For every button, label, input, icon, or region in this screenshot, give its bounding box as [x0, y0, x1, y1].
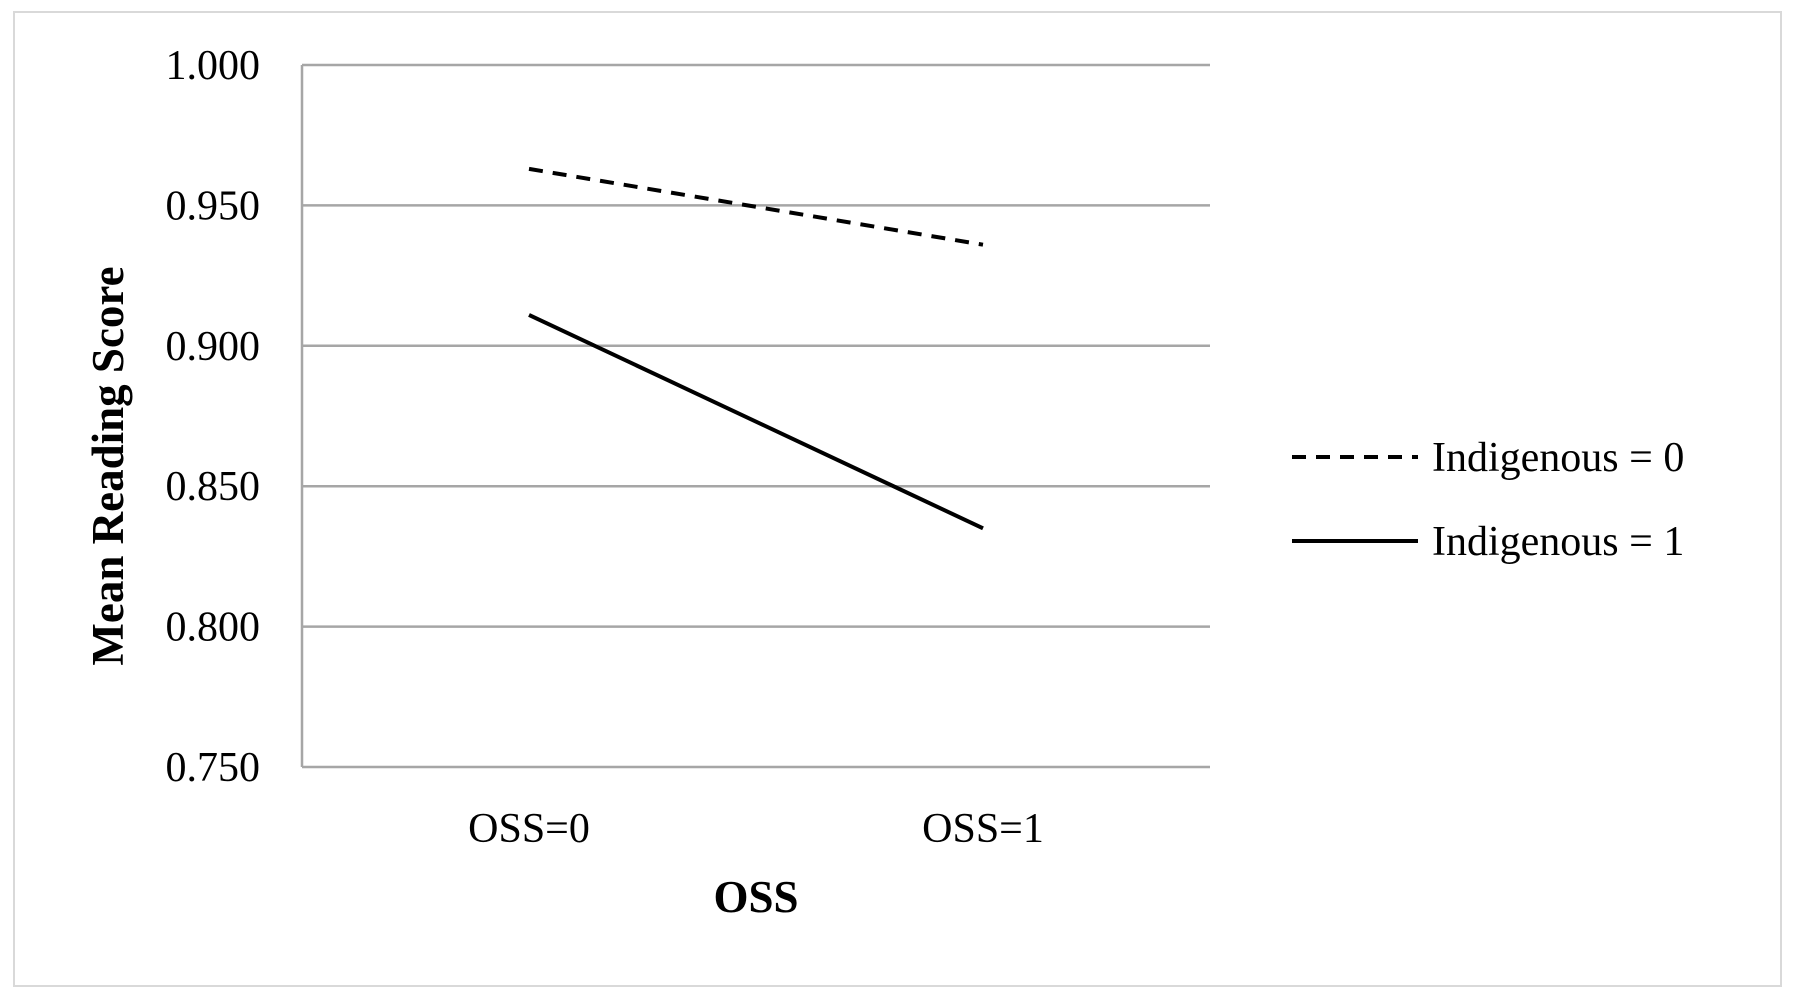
series-line-1 [528, 166, 984, 247]
series-lines [528, 166, 984, 531]
legend: Indigenous = 0 Indigenous = 1 [1292, 435, 1684, 565]
x-tick-label: OSS=1 [922, 806, 1044, 852]
series-line-2 [528, 313, 984, 531]
y-tick-label: 0.850 [166, 464, 261, 510]
y-tick-label: 0.950 [166, 183, 261, 229]
legend-label-2: Indigenous = 1 [1432, 519, 1684, 565]
y-tick-label: 1.000 [166, 43, 261, 89]
legend-label-1: Indigenous = 0 [1432, 435, 1684, 481]
x-axis-title: OSS [713, 872, 798, 922]
x-tick-labels: OSS=0 OSS=1 [468, 806, 1044, 852]
y-tick-labels: 0.750 0.800 0.850 0.900 0.950 1.000 [166, 43, 261, 791]
y-axis-title: Mean Reading Score [83, 266, 133, 665]
x-tick-label: OSS=0 [468, 806, 590, 852]
y-tick-label: 0.750 [166, 745, 261, 791]
y-tick-label: 0.800 [166, 605, 261, 651]
gridlines [302, 63, 1210, 769]
chart-frame [13, 11, 1782, 987]
y-tick-label: 0.900 [166, 324, 261, 370]
